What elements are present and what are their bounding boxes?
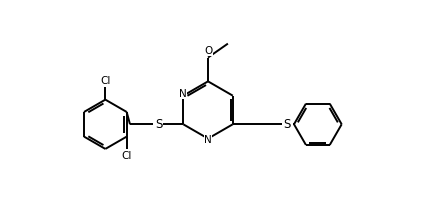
Text: S: S xyxy=(284,118,291,131)
Text: O: O xyxy=(204,46,212,56)
Text: Cl: Cl xyxy=(122,151,132,161)
Text: N: N xyxy=(204,135,212,145)
Text: S: S xyxy=(155,118,162,131)
Text: Cl: Cl xyxy=(100,75,111,86)
Text: N: N xyxy=(179,89,187,99)
